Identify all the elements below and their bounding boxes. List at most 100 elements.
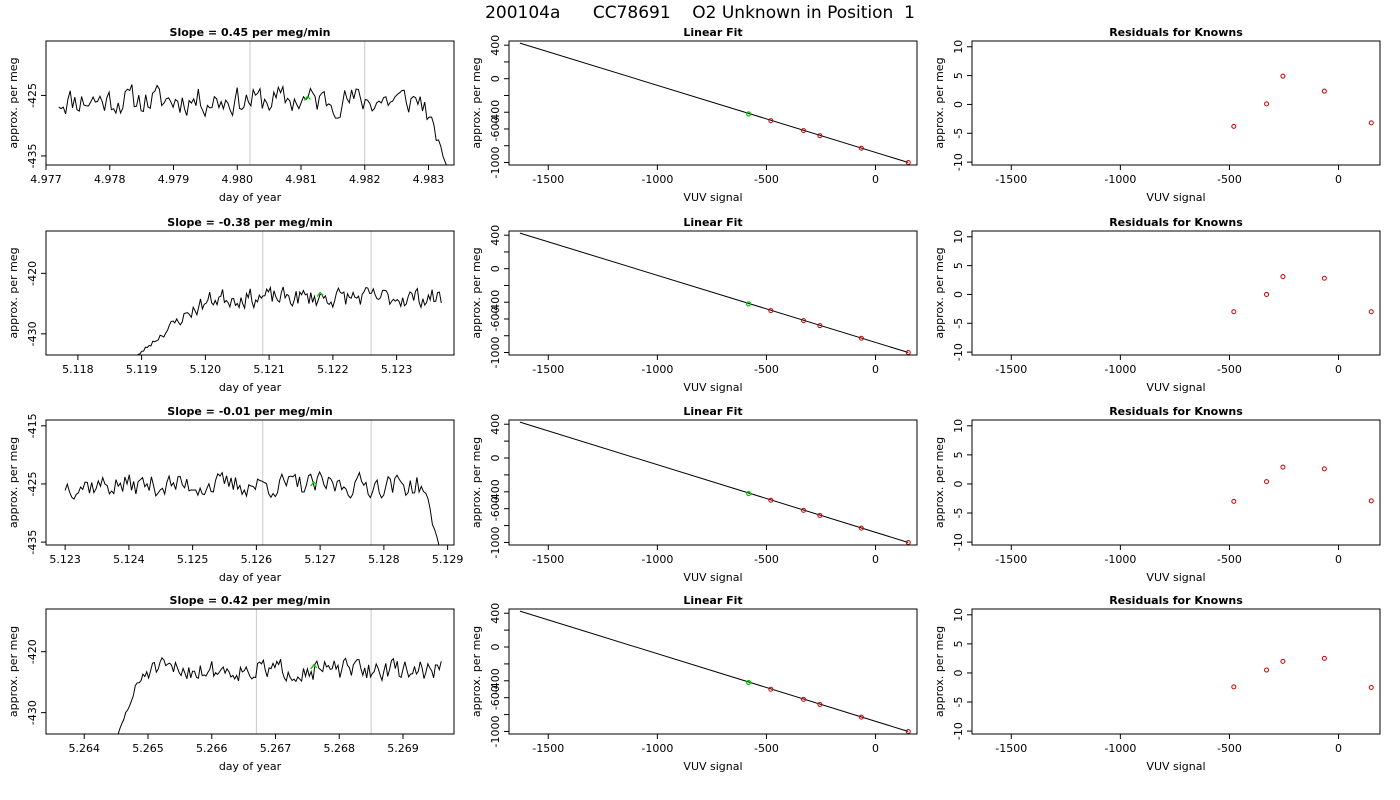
plot-frame (508, 608, 918, 735)
y-tick-label: -10 (952, 722, 965, 740)
x-tick-label: 4.977 (30, 173, 62, 186)
panel-title: Residuals for Knowns (1109, 405, 1243, 418)
x-tick-label: -1500 (995, 742, 1027, 755)
plot-area (519, 42, 911, 165)
x-tick-label: 0 (872, 553, 879, 566)
known-point (858, 714, 864, 720)
x-tick-label: -1500 (532, 173, 564, 186)
y-axis-label: approx. per meg (7, 247, 20, 338)
y-tick-label: 10 (952, 419, 965, 433)
x-axis-label: VUV signal (1146, 571, 1205, 584)
x-axis-label: VUV signal (683, 381, 742, 394)
y-tick-label: -400 (489, 100, 502, 125)
x-tick-label: -1500 (532, 363, 564, 376)
y-tick-label: -10 (952, 343, 965, 361)
x-tick-label: -500 (754, 742, 779, 755)
x-tick-label: 5.264 (69, 742, 101, 755)
fit-line (519, 42, 909, 163)
plot-frame (45, 419, 455, 546)
unknown-point (745, 679, 752, 686)
x-tick-label: 0 (872, 363, 879, 376)
residual-point (1368, 498, 1374, 504)
x-tick-label: -500 (1217, 173, 1242, 186)
plot-area (1231, 274, 1374, 315)
residual-point (1231, 684, 1237, 690)
x-axis-label: VUV signal (683, 571, 742, 584)
x-tick-label: 0 (1335, 173, 1342, 186)
y-tick-label: -1000 (489, 147, 502, 179)
y-tick-label: -420 (26, 261, 39, 286)
plot-area (1231, 655, 1374, 690)
x-tick-label: -1000 (1104, 363, 1136, 376)
fit-line (519, 232, 909, 353)
panel-3-1: Slope = -0.01 per meg/min 5.123 5.124 5.125… (7, 405, 463, 584)
fit-line (519, 610, 909, 732)
y-tick-label: 0 (952, 291, 965, 298)
plot-area (519, 610, 911, 734)
x-tick-label: 0 (1335, 553, 1342, 566)
known-point (905, 159, 911, 165)
x-tick-label: -500 (754, 553, 779, 566)
x-axis-label: VUV signal (1146, 191, 1205, 204)
y-tick-label: -1000 (489, 715, 502, 747)
y-tick-label: -1000 (489, 337, 502, 369)
plot-frame (508, 230, 918, 356)
y-axis-label: approx. per meg (933, 57, 946, 148)
y-tick-label: -415 (26, 413, 39, 438)
y-tick-label: 400 (489, 414, 502, 435)
plot-frame (971, 608, 1381, 735)
y-tick-label: 5 (952, 72, 965, 79)
known-point (817, 701, 823, 707)
panel-2-3: Residuals for Knowns -1500 -1000 -500 0 VUV s… (933, 216, 1381, 394)
known-point (858, 525, 864, 531)
y-tick-label: 400 (489, 603, 502, 624)
y-tick-label: 0 (952, 101, 965, 108)
known-point (768, 686, 774, 692)
x-tick-label: -1500 (532, 553, 564, 566)
x-tick-label: 5.118 (62, 363, 94, 376)
panel-3-2: Linear Fit -1500 -1000 -500 0 VUV signal -1000… (470, 405, 918, 584)
panel-3-3: Residuals for Knowns -1500 -1000 -500 0 VUV s… (933, 405, 1381, 584)
residual-point (1231, 498, 1237, 504)
residual-point (1280, 274, 1286, 280)
y-tick-label: -425 (26, 471, 39, 496)
residual-point (1368, 309, 1374, 315)
residual-point (1264, 667, 1270, 673)
x-tick-label: 5.126 (241, 553, 273, 566)
page-title: 200104a CC78691 O2 Unknown in Position 1 (485, 3, 915, 23)
y-axis-label: approx. per meg (470, 437, 483, 528)
x-tick-label: -1500 (995, 363, 1027, 376)
y-tick-label: -420 (26, 639, 39, 664)
y-axis-label: approx. per meg (470, 247, 483, 338)
known-point (801, 318, 807, 324)
y-tick-label: 0 (489, 455, 502, 462)
x-tick-label: -1500 (995, 173, 1027, 186)
plot-area (58, 41, 447, 165)
x-tick-label: 5.129 (432, 553, 464, 566)
y-tick-label: -5 (952, 318, 965, 329)
y-tick-label: 10 (952, 608, 965, 622)
x-tick-label: 4.982 (349, 173, 381, 186)
x-tick-label: 5.127 (304, 553, 336, 566)
x-tick-label: 4.981 (285, 173, 317, 186)
x-tick-label: -1000 (1104, 553, 1136, 566)
y-tick-label: 0 (489, 265, 502, 272)
x-tick-label: 4.978 (94, 173, 126, 186)
y-tick-label: -430 (26, 321, 39, 346)
panel-4-1: Slope = 0.42 per meg/min 5.264 5.265 5.266 5… (7, 594, 455, 773)
plot-frame (45, 608, 455, 735)
x-tick-label: 4.983 (413, 173, 445, 186)
known-point (801, 696, 807, 702)
panel-title: Slope = 0.45 per meg/min (170, 26, 331, 39)
known-point (817, 323, 823, 329)
y-axis-label: approx. per meg (7, 626, 20, 717)
plot-frame (508, 419, 918, 546)
y-tick-label: -600 (489, 685, 502, 710)
y-axis-label: approx. per meg (933, 626, 946, 717)
series-line (136, 285, 442, 355)
known-point (858, 335, 864, 341)
panel-title: Linear Fit (683, 594, 742, 607)
y-tick-label: -10 (952, 533, 965, 551)
known-point (905, 349, 911, 355)
